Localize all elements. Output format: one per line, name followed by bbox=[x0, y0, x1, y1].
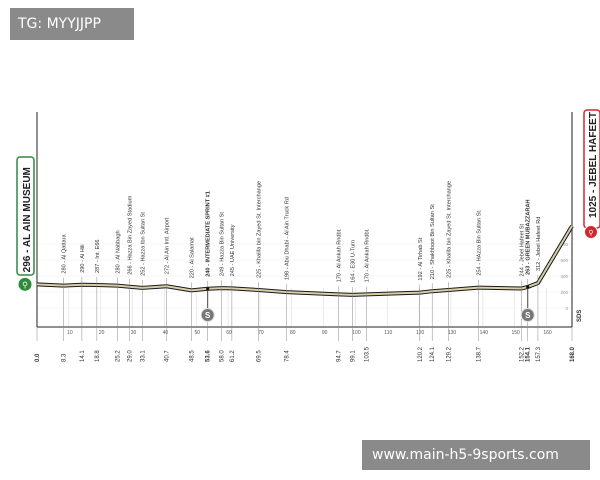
km-label: 48.5 bbox=[189, 350, 195, 362]
km-label: 69.5 bbox=[256, 350, 262, 362]
cyclist-icon: ⚲ bbox=[22, 280, 28, 289]
x-tick-label: 150 bbox=[512, 330, 521, 336]
waypoint-label: 225 - Khalifa bin Zayed St. Interchange bbox=[446, 181, 452, 278]
y-tick-label: 600 bbox=[560, 258, 568, 263]
waypoint-label: 164 - E30 U-Turn bbox=[351, 240, 357, 283]
waypoint-label: 192 - Al Tirhab St bbox=[418, 237, 424, 280]
finish-label: 1025 - JEBEL HAFEET bbox=[588, 112, 599, 218]
x-tick-label: 70 bbox=[258, 330, 264, 336]
start-label: 296 - AL AIN MUSEUM bbox=[22, 167, 33, 272]
waypoint-label: 170 - Al Ankah Rndbt. bbox=[337, 228, 343, 283]
waypoint-label: 170 - Al Ankah Rndbt. bbox=[365, 228, 371, 283]
waypoint-label: 280 - Al Qattara bbox=[61, 234, 67, 274]
waypoint-label: 287 - Int. E66 bbox=[95, 239, 101, 273]
sprint-icon bbox=[520, 308, 535, 322]
km-label: 124.1 bbox=[430, 346, 436, 362]
waypoint-label: 266 - Hazza Bin Zayed Stadium bbox=[127, 195, 133, 274]
km-label: 157.3 bbox=[536, 346, 542, 362]
km-label: 53.6 bbox=[206, 350, 212, 362]
x-tick-label: 140 bbox=[480, 330, 489, 336]
x-tick-label: 160 bbox=[543, 330, 552, 336]
sds-logo: SDS bbox=[577, 310, 583, 322]
km-label: 154.1 bbox=[526, 346, 532, 362]
km-label: 33.1 bbox=[140, 350, 146, 362]
x-tick-label: 30 bbox=[131, 330, 137, 336]
waypoint-label: 272 - Al Ain Intl. Airport bbox=[165, 217, 171, 274]
y-tick-label: 400 bbox=[560, 274, 568, 279]
x-tick-label: 90 bbox=[322, 330, 328, 336]
sprint-point bbox=[526, 285, 530, 289]
y-tick-label: 200 bbox=[560, 290, 568, 295]
y-tick-label: 0 bbox=[565, 306, 568, 311]
x-tick-label: 110 bbox=[384, 330, 392, 336]
waypoint-label: 245 - UAE University bbox=[230, 224, 236, 276]
km-label: 40.7 bbox=[165, 350, 171, 362]
km-label: 18.8 bbox=[95, 350, 101, 362]
watermark-bottom-right: www.main-h5-9sports.com bbox=[362, 440, 590, 470]
sprint-icon bbox=[200, 308, 215, 322]
x-tick-label: 40 bbox=[163, 330, 169, 336]
waypoint-label: 225 - Khalifa bin Zayed St. Interchange bbox=[256, 181, 262, 278]
x-tick-label: 50 bbox=[194, 330, 200, 336]
km-label: 152.2 bbox=[520, 346, 526, 362]
sprint-icon-letter: S bbox=[205, 311, 211, 320]
km-label: 58.0 bbox=[220, 350, 226, 362]
km-label: 103.5 bbox=[365, 346, 371, 362]
km-label: 29.0 bbox=[127, 350, 133, 362]
waypoint-label: 312 - Jebel Hafeet Rd bbox=[536, 217, 542, 271]
finish-icon bbox=[584, 225, 598, 239]
km-label: 78.4 bbox=[285, 350, 291, 362]
km-label: 0.0 bbox=[35, 353, 41, 362]
km-label: 99.1 bbox=[351, 350, 357, 362]
watermark-top-left: TG: MYYJJPP bbox=[10, 8, 134, 40]
km-label: 129.2 bbox=[446, 346, 452, 362]
km-label: 138.7 bbox=[477, 346, 483, 362]
km-label: 14.1 bbox=[80, 350, 86, 362]
y-tick-label: 800 bbox=[560, 242, 568, 247]
km-label: 25.2 bbox=[115, 350, 121, 362]
waypoint-label: 254 - HAzza Bin Sultan St. bbox=[477, 209, 483, 276]
waypoint-label: 240 - INTERMEDIATE SPRINT #1 bbox=[206, 191, 212, 277]
x-tick-label: 20 bbox=[99, 330, 105, 336]
x-tick-label: 10 bbox=[67, 330, 73, 336]
cyclist-icon: ⚲ bbox=[588, 229, 593, 237]
x-tick-label: 130 bbox=[448, 330, 457, 336]
sprint-icon-letter: S bbox=[525, 311, 531, 320]
waypoint-label: 249 - Hazza Bin Sultan St bbox=[220, 212, 226, 276]
x-tick-label: 80 bbox=[290, 330, 296, 336]
waypoint-label: 220 - Al Salamat bbox=[189, 237, 195, 278]
km-label: 168.0 bbox=[570, 346, 576, 362]
sprint-point bbox=[206, 287, 210, 291]
waypoint-label: 198 - Abu Dhabi - Al Ain Truck Rd bbox=[285, 197, 291, 280]
km-label: 94.7 bbox=[337, 350, 343, 362]
km-label: 120.2 bbox=[418, 346, 424, 362]
waypoint-label: 290 - Al Hili bbox=[80, 245, 86, 273]
waypoint-label: 252 - Hazza Ibn Sultan St bbox=[140, 212, 146, 276]
waypoint-label: 263 - GREEN MUBAZZARAH bbox=[526, 199, 532, 275]
x-tick-label: 60 bbox=[226, 330, 232, 336]
waypoint-label: 244 - Jebel Hafeet St bbox=[520, 223, 526, 276]
x-tick-label: 100 bbox=[352, 330, 361, 336]
waypoint-label: 280 - Al Nabbagh bbox=[115, 230, 121, 273]
km-label: 8.3 bbox=[61, 353, 67, 362]
waypoint-label: 210 - Shakhboot Bin Sultan St bbox=[430, 204, 436, 279]
start-badge bbox=[16, 156, 35, 276]
start-icon bbox=[17, 276, 33, 292]
x-tick-label: 120 bbox=[416, 330, 425, 336]
km-label: 61.2 bbox=[230, 350, 236, 362]
